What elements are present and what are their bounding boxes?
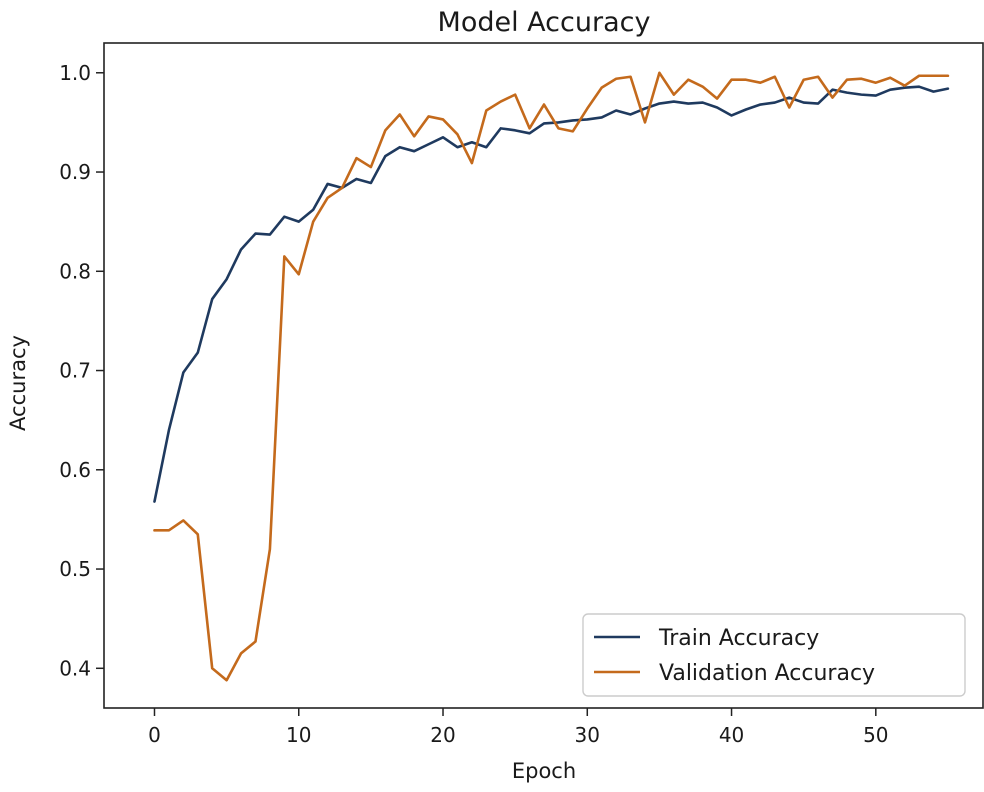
legend-label: Train Accuracy	[658, 626, 819, 651]
y-tick-label: 0.7	[59, 359, 91, 383]
legend-box	[582, 613, 966, 697]
x-axis-label: Epoch	[512, 759, 576, 783]
x-tick-label: 0	[148, 723, 161, 747]
y-tick-label: 0.9	[59, 160, 91, 184]
series-line-validation-accuracy	[153, 71, 950, 682]
x-tick-label: 10	[286, 723, 311, 747]
x-tick-label: 50	[863, 723, 888, 747]
y-axis-label: Accuracy	[6, 335, 30, 431]
y-tick-label: 0.4	[59, 656, 91, 680]
plot-frame	[103, 42, 984, 709]
chart-title: Model Accuracy	[438, 7, 651, 38]
y-tick-label: 0.6	[59, 458, 91, 482]
x-tick-label: 30	[575, 723, 600, 747]
y-tick-label: 0.8	[59, 259, 91, 283]
legend: Train Accuracy Validation Accuracy	[582, 613, 966, 697]
y-tick-label: 1.0	[59, 61, 91, 85]
x-tick-label: 40	[719, 723, 744, 747]
y-tick-label: 0.5	[59, 557, 91, 581]
legend-label: Validation Accuracy	[659, 661, 875, 686]
plot-area: 0 10 20 30 40 50 0.4 0.5 0.6 0.7 0.8 0.9 1.0	[59, 42, 984, 747]
series-line-train-accuracy	[153, 85, 950, 503]
x-tick-label: 20	[430, 723, 455, 747]
